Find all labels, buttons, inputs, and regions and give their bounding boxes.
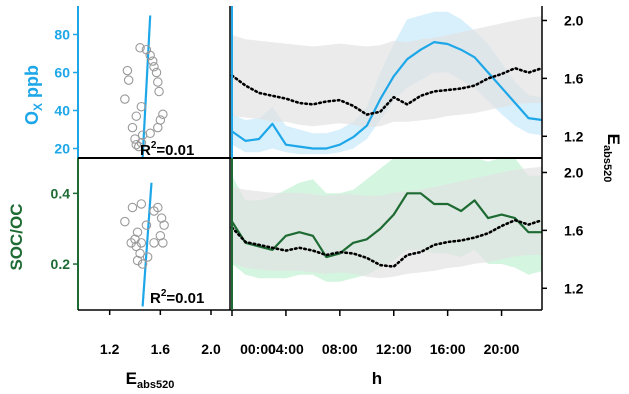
- hour-xtick-label-1: 04:00: [268, 341, 304, 357]
- hour-xtick-label-5: 20:00: [484, 341, 520, 357]
- ox-ylabel: OX ppb: [22, 65, 45, 125]
- scatter-ox-point-18: [137, 130, 148, 140]
- diurnal-ox-line-1: [230, 66, 544, 116]
- eabs-right-tick-label-1-0: 1.2: [564, 280, 584, 296]
- r2-soc-val: =0.01: [166, 290, 204, 307]
- scatter-ox-point-15: [153, 122, 163, 133]
- scatter-soc-point-4: [156, 213, 167, 223]
- uncertainty-bands: [232, 11, 542, 282]
- scatter-soc-point-3: [153, 202, 163, 213]
- scatter-ox-point-2: [145, 50, 155, 61]
- hour-xtick-label-3: 12:00: [376, 341, 412, 357]
- scatter-ox-point-8: [153, 77, 163, 87]
- scatter-ox-point-3: [147, 56, 158, 66]
- r2-ox-val: =0.01: [156, 142, 194, 159]
- ox-ylabel-sub: X: [31, 103, 45, 111]
- scatter-soc-point-7: [159, 220, 169, 230]
- ox-ytick-label-3: 80: [54, 27, 70, 43]
- scatter-xtick-label-1: 1.6: [151, 341, 171, 357]
- r2-soc-sup: 2: [161, 288, 167, 299]
- tick-labels: 20 40 60 80 0.2 0.4 1.2 1.6 2.0 1.2 1.6 2.0 1.2 1.6 2.…: [51, 12, 584, 357]
- eabs-right-label-main: E: [604, 134, 623, 145]
- hour-xtick-label-0: 00:00: [240, 341, 276, 357]
- scatter-soc-point-16: [135, 248, 145, 259]
- ox-ylabel-main: O: [22, 111, 42, 125]
- scatter-soc-point-0: [136, 199, 147, 209]
- scatter-ox-point-10: [120, 94, 130, 104]
- scatter-soc-point-11: [126, 238, 136, 248]
- scatter-ox-point-6: [151, 67, 162, 78]
- eabs-bottom-label-sub: abs520: [137, 379, 174, 391]
- scatter-soc-point-17: [142, 252, 153, 262]
- h-xlabel: h: [372, 369, 382, 388]
- series-lines: [141, 15, 544, 307]
- soc-ytick-label-1: 0.4: [51, 185, 71, 201]
- scatter-soc-point-5: [120, 216, 130, 227]
- ox-ylabel-unit: ppb: [22, 65, 42, 103]
- diurnal-ox-band-1: [232, 16, 542, 128]
- soc-ylabel: SOC/OC: [7, 203, 26, 270]
- scatter-soc-point-8: [132, 227, 143, 237]
- eabs-right-tick-label-0-0: 1.2: [564, 128, 584, 144]
- ox-ytick-label-0: 20: [54, 141, 70, 157]
- diurnal-soc-line-0: [231, 192, 542, 259]
- scatter-ox-point-17: [145, 128, 155, 139]
- ox-ytick-label-2: 60: [54, 65, 70, 81]
- scatter-soc-point-1: [127, 202, 138, 213]
- scatter-ox-point-16: [127, 122, 138, 133]
- scatter-ox-point-7: [123, 75, 134, 85]
- r2-annotation-ox: R2=0.01: [140, 140, 194, 159]
- eabs-right-tick-label-0-2: 2.0: [564, 12, 584, 28]
- diurnal-ox-line-0: [231, 40, 543, 150]
- diurnal-soc-line-1: [230, 218, 544, 268]
- scatter-soc-point-13: [149, 238, 159, 248]
- scatter-soc-point-9: [155, 231, 166, 241]
- scatter-ox-point-13: [131, 111, 142, 121]
- eabs-right-tick-label-0-1: 1.6: [564, 70, 584, 86]
- scatter-ox-point-12: [158, 109, 168, 120]
- r2-ox-sup: 2: [151, 140, 157, 151]
- scatter-xtick-label-2: 2.0: [201, 341, 221, 357]
- scatter-soc-point-12: [136, 238, 147, 248]
- scatter-ox-fit-line: [141, 15, 152, 159]
- scatter-soc-fit-line: [141, 182, 153, 307]
- r2-soc-r: R: [150, 290, 161, 307]
- scatter-soc-point-18: [132, 255, 143, 266]
- scatter-ox-point-5: [122, 65, 133, 76]
- scatter-ox-point-21: [131, 139, 142, 150]
- scatter-ox-point-22: [134, 141, 144, 152]
- soc-ytick-label-0: 0.2: [51, 256, 71, 272]
- eabs-right-label: Eabs520: [601, 134, 623, 183]
- eabs-right-tick-label-1-1: 1.6: [564, 222, 584, 238]
- scatter-soc-point-14: [158, 238, 168, 248]
- panel-frames: [77, 6, 543, 311]
- scatter-points: [120, 43, 169, 269]
- scatter-ox-point-4: [149, 62, 159, 72]
- scatter-ox-point-11: [136, 101, 147, 112]
- eabs-right-label-sub: abs520: [601, 145, 613, 182]
- r2-annotation-soc: R2=0.01: [150, 288, 204, 307]
- scatter-soc-point-19: [137, 259, 148, 269]
- eabs-bottom-label: Eabs520: [126, 369, 175, 391]
- r2-ox-r: R: [140, 142, 151, 159]
- hour-xtick-label-2: 08:00: [322, 341, 358, 357]
- scatter-ox-point-0: [135, 43, 145, 53]
- scatter-soc-point-6: [141, 220, 152, 230]
- scatter-xtick-label-0: 1.2: [100, 341, 120, 357]
- eabs-bottom-label-main: E: [126, 369, 137, 388]
- scatter-soc-point-15: [131, 241, 142, 252]
- eabs-right-tick-label-1-2: 2.0: [564, 164, 584, 180]
- scatter-ox-point-9: [154, 86, 164, 97]
- hour-xtick-label-4: 16:00: [430, 341, 466, 357]
- ox-ytick-label-1: 40: [54, 103, 70, 119]
